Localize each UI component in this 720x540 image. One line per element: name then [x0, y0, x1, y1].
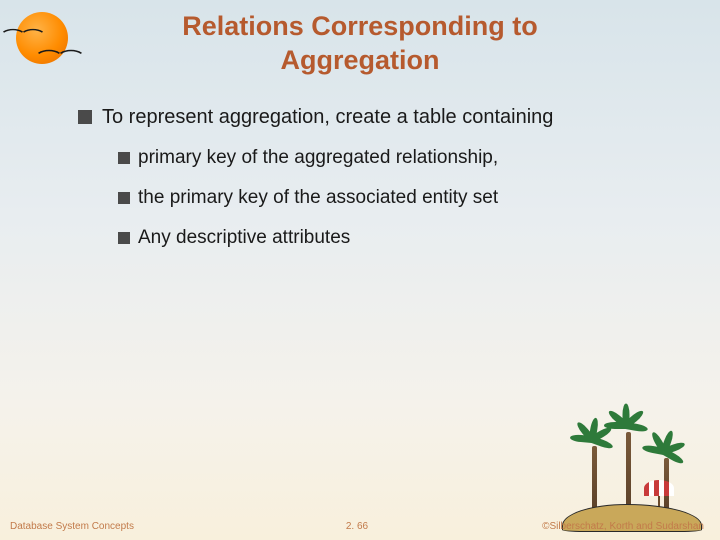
slide-title: Relations Corresponding to Aggregation	[0, 0, 720, 78]
beach-scene-decoration	[552, 422, 702, 532]
bullet-square-icon	[118, 152, 130, 164]
footer-page-number: 2. 66	[241, 521, 472, 532]
bullet-level-2: the primary key of the associated entity…	[118, 187, 680, 209]
bullet-level-1: To represent aggregation, create a table…	[78, 106, 680, 129]
bullet-square-icon	[78, 110, 92, 124]
bird-icon: ⌒⌒	[38, 46, 82, 65]
content-area: To represent aggregation, create a table…	[0, 106, 720, 249]
bullet-square-icon	[118, 232, 130, 244]
footer-left-text: Database System Concepts	[10, 521, 241, 532]
bullet-level-2: primary key of the aggregated relationsh…	[118, 147, 680, 169]
bullet-square-icon	[118, 192, 130, 204]
bullet-text: primary key of the aggregated relationsh…	[138, 147, 498, 169]
title-line-1: Relations Corresponding to	[182, 11, 538, 41]
bird-icon: ⌒⌒	[3, 26, 43, 43]
bullet-text: the primary key of the associated entity…	[138, 187, 498, 209]
bullet-text: Any descriptive attributes	[138, 227, 350, 249]
slide-footer: Database System Concepts 2. 66 ©Silbersc…	[0, 521, 720, 532]
bullet-level-2: Any descriptive attributes	[118, 227, 680, 249]
bullet-text: To represent aggregation, create a table…	[102, 106, 553, 129]
title-line-2: Aggregation	[281, 45, 440, 75]
footer-copyright: ©Silberschatz, Korth and Sudarshan	[473, 521, 710, 532]
